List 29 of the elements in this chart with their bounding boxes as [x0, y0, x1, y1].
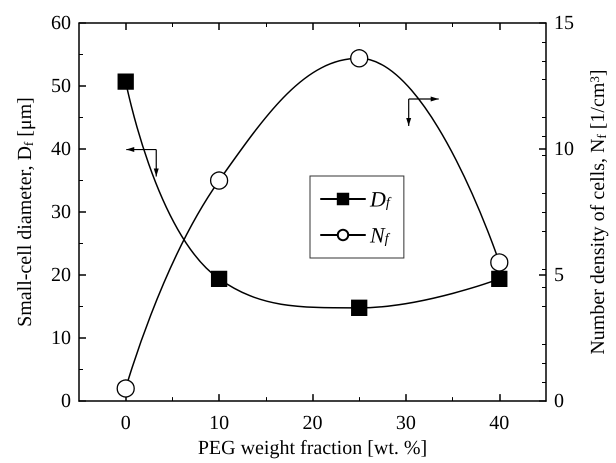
point [350, 49, 368, 68]
x-tick-label: 30 [396, 412, 416, 434]
y2-tick-label: 10 [554, 138, 574, 160]
point [490, 253, 508, 272]
y2-tick-label: 15 [554, 12, 574, 34]
y-tick-label: 40 [51, 138, 71, 160]
x-tick-label: 0 [120, 412, 131, 434]
point [116, 379, 135, 398]
point [118, 73, 134, 90]
x-tick-label: 40 [489, 412, 510, 434]
y2-axis-title: Number density of cells, Nf [1/cm3] [587, 69, 609, 355]
y-tick-label: 30 [51, 201, 71, 224]
y-tick-label: 60 [51, 12, 71, 34]
y-tick-label: 0 [61, 390, 71, 412]
y-axis-title: Small-cell diameter, Df [μm] [14, 97, 36, 327]
legend-label: Df [369, 186, 392, 212]
y-tick-label: 10 [51, 327, 71, 350]
point [210, 171, 228, 190]
y-tick-label: 50 [51, 75, 71, 98]
y2-tick-label: 0 [554, 390, 564, 412]
point [491, 270, 508, 287]
y-tick-label: 20 [51, 264, 71, 286]
x-tick-label: 10 [209, 412, 230, 434]
x-tick-label: 20 [302, 412, 322, 434]
y2-tick-label: 5 [554, 264, 564, 286]
x-axis-title: PEG weight fraction [wt. %] [198, 437, 428, 459]
point [210, 270, 228, 287]
point [351, 300, 368, 316]
legend-label: Nf [369, 222, 391, 248]
